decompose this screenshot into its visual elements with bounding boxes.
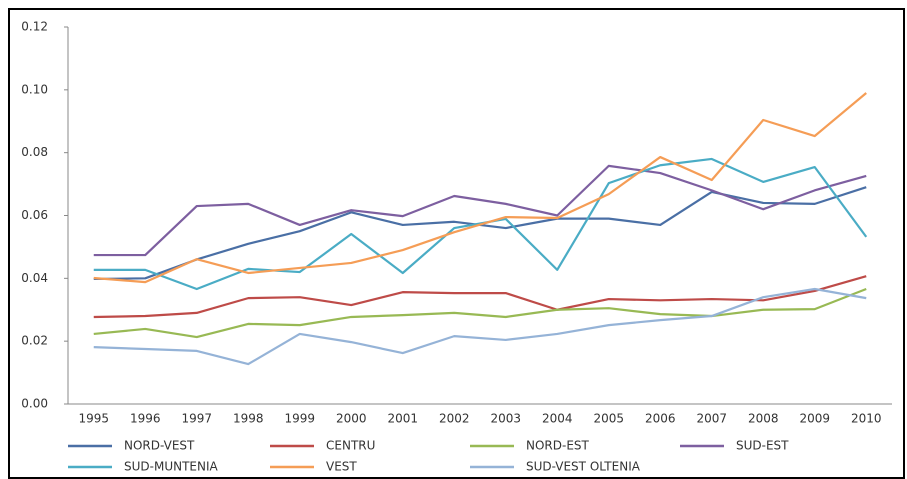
series-line [93,92,867,284]
frame [8,8,905,479]
x-tick-label: 2009 [799,412,830,426]
x-tick-label: 1997 [181,412,212,426]
x-tick-label: 2008 [748,412,779,426]
legend-label: SUD-VEST OLTENIA [526,460,641,474]
x-tick-label: 1996 [130,412,161,426]
y-tick-label: 0.10 [21,82,48,96]
x-tick-label: 1998 [233,412,264,426]
x-tick-label: 1995 [78,412,109,426]
y-tick-label: 0.04 [21,271,48,285]
series-line [93,164,867,257]
series-line [93,287,867,339]
y-tick-label: 0.06 [21,208,48,222]
x-tick-label: 2001 [387,412,418,426]
y-tick-label: 0.00 [21,397,48,411]
x-tick-label: 2000 [336,412,367,426]
legend-label: SUD-MUNTENIA [124,460,219,474]
y-tick-label: 0.12 [21,20,48,34]
series-line [93,287,867,366]
series-line [93,275,867,319]
x-tick-label: 2007 [696,412,727,426]
x-tick-label: 2006 [645,412,676,426]
x-tick-label: 2005 [593,412,624,426]
x-tick-label: 2004 [542,412,573,426]
y-tick-label: 0.08 [21,145,48,159]
legend-label: VEST [326,460,357,474]
x-tick-label: 2003 [490,412,521,426]
legend-label: NORD-EST [526,439,590,453]
legend-label: NORD-VEST [124,439,195,453]
x-tick-label: 2002 [439,412,470,426]
y-tick-label: 0.02 [21,334,48,348]
x-tick-label: 2010 [851,412,882,426]
legend-label: CENTRU [326,439,375,453]
x-tick-label: 1999 [284,412,315,426]
legend-label: SUD-EST [736,439,789,453]
